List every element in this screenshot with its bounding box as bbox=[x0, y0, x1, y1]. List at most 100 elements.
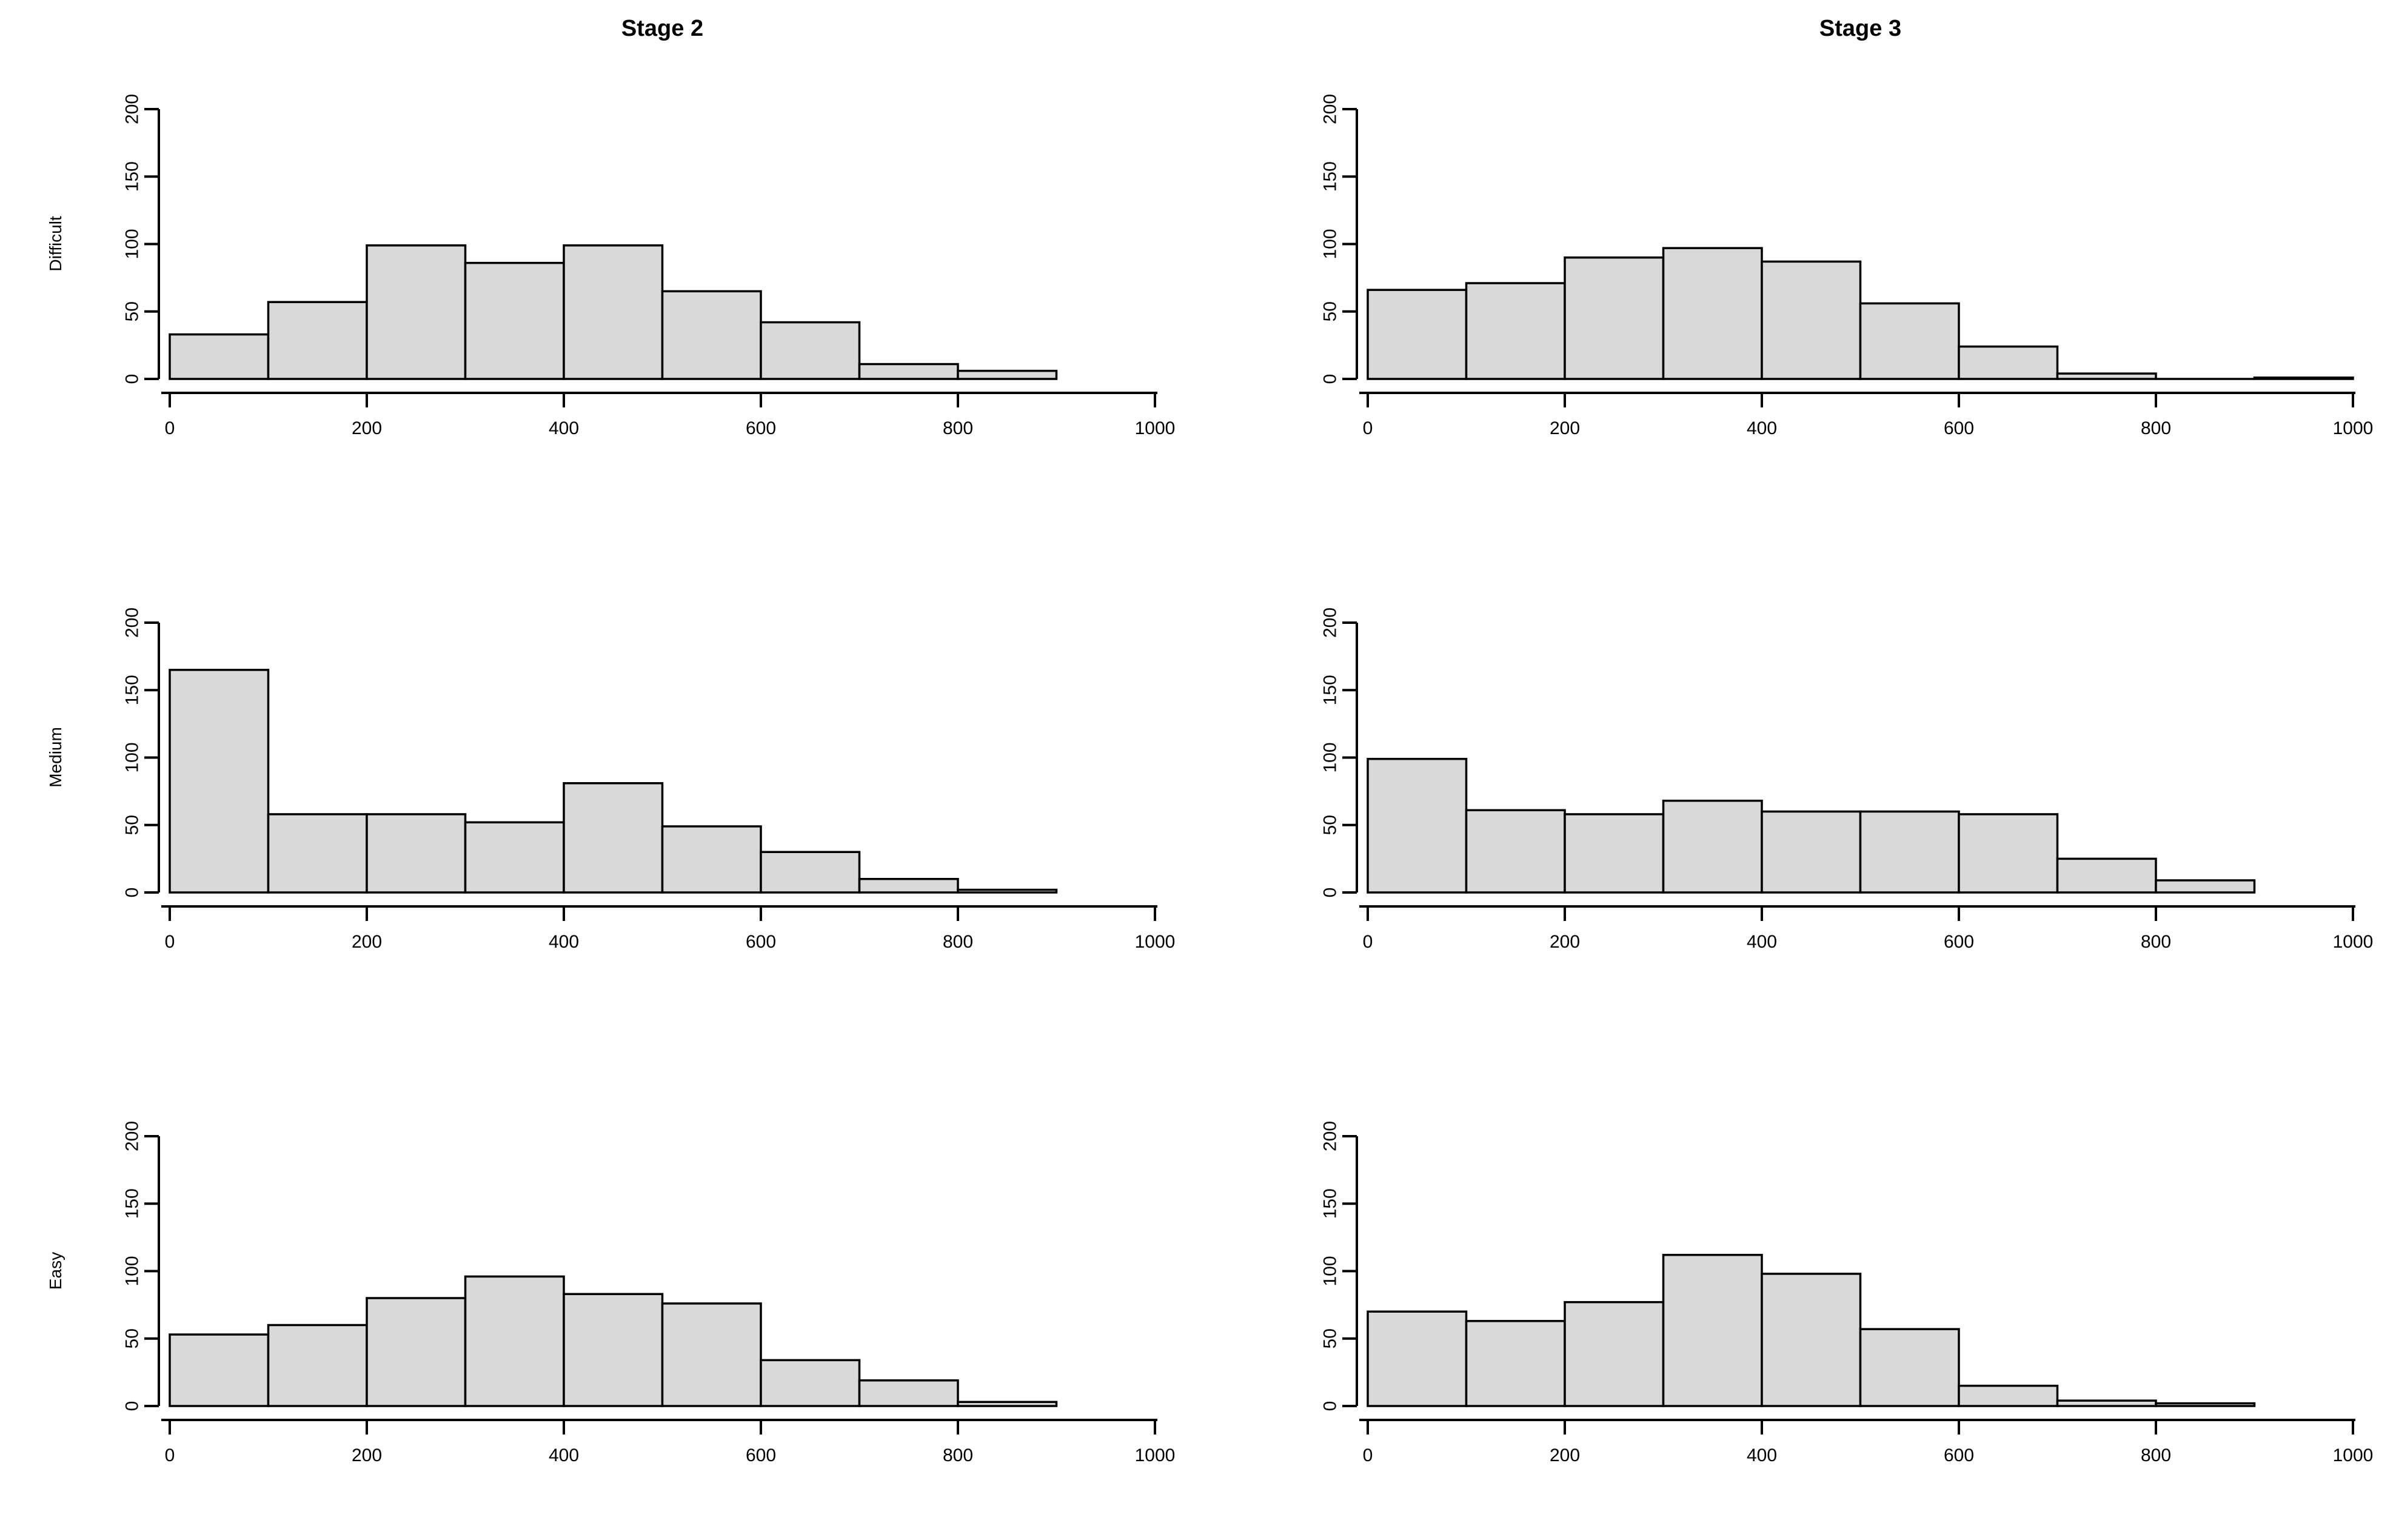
y-tick-label: 150 bbox=[122, 1188, 142, 1219]
histogram-bar bbox=[760, 851, 861, 894]
x-tick-label: 0 bbox=[165, 1445, 175, 1465]
y-tick-label: 200 bbox=[122, 608, 142, 638]
histogram-bar bbox=[1761, 810, 1862, 894]
y-tick-label: 150 bbox=[1320, 675, 1340, 705]
x-tick-label: 400 bbox=[1747, 1445, 1777, 1465]
histogram-bar bbox=[169, 1333, 270, 1407]
histogram-bar bbox=[1859, 302, 1960, 380]
histogram-bar bbox=[661, 290, 762, 380]
histogram-bar bbox=[1958, 1384, 2059, 1407]
y-tick-label: 100 bbox=[1320, 742, 1340, 772]
y-tick-label: 200 bbox=[122, 94, 142, 124]
histogram-bar bbox=[2056, 372, 2157, 380]
histogram-bar bbox=[1367, 289, 1468, 380]
x-tick-label: 600 bbox=[746, 932, 776, 952]
x-tick-label: 400 bbox=[1747, 932, 1777, 952]
histogram-bar bbox=[2056, 1399, 2157, 1407]
y-tick-label: 50 bbox=[122, 1328, 142, 1348]
x-tick-label: 600 bbox=[1944, 1445, 1974, 1465]
y-tick-label: 100 bbox=[122, 742, 142, 772]
subplot-stage2-difficult: Stage 2 Difficult 0 50 100 150 200 0 200 400 600… bbox=[0, 0, 1198, 513]
y-tick-label: 50 bbox=[1320, 815, 1340, 835]
y-tick-label: 200 bbox=[122, 1121, 142, 1151]
x-tick-label: 800 bbox=[943, 418, 973, 438]
y-tick-label: 0 bbox=[122, 1401, 142, 1411]
histogram-bar bbox=[1662, 799, 1763, 894]
x-tick-label: 200 bbox=[352, 1445, 382, 1465]
histogram-bar bbox=[2155, 879, 2256, 894]
histogram-bar bbox=[1367, 1310, 1468, 1407]
x-tick-label: 0 bbox=[1363, 418, 1373, 438]
chart-title: Stage 3 bbox=[1819, 16, 1902, 41]
histogram-bar bbox=[957, 1401, 1058, 1407]
histogram-svg: 0 50 100 150 200 0 200 400 600 800 1000 bbox=[122, 94, 1176, 438]
x-tick-label: 1000 bbox=[1135, 418, 1176, 438]
histogram-bar bbox=[1662, 1254, 1763, 1407]
y-tick-label: 100 bbox=[1320, 229, 1340, 259]
histogram-bar bbox=[563, 1293, 664, 1407]
y-tick-label: 50 bbox=[122, 301, 142, 321]
row-label-difficult: Difficult bbox=[46, 216, 65, 272]
x-tick-label: 200 bbox=[1550, 932, 1580, 952]
x-tick-label: 400 bbox=[1747, 418, 1777, 438]
row-label-easy: Easy bbox=[46, 1251, 65, 1290]
histogram-bar bbox=[1958, 813, 2059, 894]
histogram-bar bbox=[563, 782, 664, 894]
x-tick-label: 800 bbox=[943, 1445, 973, 1465]
y-tick-label: 50 bbox=[122, 815, 142, 835]
y-tick-label: 0 bbox=[122, 888, 142, 898]
x-tick-label: 1000 bbox=[1135, 932, 1176, 952]
histogram-bar bbox=[563, 244, 664, 380]
y-tick-label: 150 bbox=[1320, 1188, 1340, 1219]
y-tick-label: 200 bbox=[1320, 94, 1340, 124]
x-tick-label: 600 bbox=[746, 1445, 776, 1465]
histogram-bar bbox=[464, 821, 565, 894]
subplot-stage2-easy: Easy 0 50 100 150 200 0 200 400 600 800 1000 bbox=[0, 1027, 1198, 1540]
histogram-bar bbox=[169, 669, 270, 894]
histogram-svg: 0 50 100 150 200 0 200 400 600 800 1000 bbox=[122, 608, 1176, 952]
y-tick-label: 100 bbox=[1320, 1256, 1340, 1286]
x-tick-label: 400 bbox=[549, 1445, 579, 1465]
histogram-bar bbox=[858, 363, 959, 380]
y-tick-label: 50 bbox=[1320, 1328, 1340, 1348]
y-tick-label: 100 bbox=[122, 1256, 142, 1286]
histogram-svg: 0 50 100 150 200 0 200 400 600 800 1000 bbox=[122, 1121, 1176, 1465]
x-tick-label: 800 bbox=[2141, 1445, 2171, 1465]
histogram-bar bbox=[1958, 345, 2059, 380]
y-tick-label: 150 bbox=[122, 161, 142, 192]
histogram-bar bbox=[1367, 757, 1468, 894]
histogram-bar bbox=[1564, 256, 1665, 380]
histogram-bar bbox=[1859, 1328, 1960, 1407]
row-label-medium: Medium bbox=[46, 727, 65, 788]
x-tick-label: 200 bbox=[352, 418, 382, 438]
x-tick-label: 800 bbox=[2141, 418, 2171, 438]
y-tick-label: 0 bbox=[1320, 888, 1340, 898]
histogram-bar bbox=[1564, 1301, 1665, 1407]
histogram-bar bbox=[267, 813, 368, 894]
histogram-bar bbox=[760, 321, 861, 380]
subplot-stage2-medium: Medium 0 50 100 150 200 0 200 400 600 800 1000 bbox=[0, 514, 1198, 1026]
x-tick-label: 400 bbox=[549, 932, 579, 952]
x-tick-label: 0 bbox=[165, 932, 175, 952]
y-tick-label: 150 bbox=[122, 675, 142, 705]
histogram-bar bbox=[858, 1379, 959, 1407]
y-tick-label: 150 bbox=[1320, 161, 1340, 192]
histogram-bar bbox=[1859, 810, 1960, 894]
histogram-bar bbox=[267, 301, 368, 380]
x-tick-label: 200 bbox=[1550, 418, 1580, 438]
histogram-svg: 0 50 100 150 200 0 200 400 600 800 1000 bbox=[1320, 94, 2374, 438]
histogram-bar bbox=[858, 878, 959, 894]
histogram-bar bbox=[957, 888, 1058, 894]
histogram-bar bbox=[1465, 1320, 1566, 1407]
y-tick-label: 100 bbox=[122, 229, 142, 259]
x-tick-label: 1000 bbox=[2333, 932, 2374, 952]
subplot-stage3-easy: 0 50 100 150 200 0 200 400 600 800 1000 bbox=[1198, 1027, 2396, 1540]
x-tick-label: 800 bbox=[2141, 932, 2171, 952]
chart-title: Stage 2 bbox=[621, 16, 704, 41]
histogram-bar bbox=[1564, 813, 1665, 894]
histogram-bar bbox=[366, 813, 467, 894]
x-tick-label: 600 bbox=[746, 418, 776, 438]
histogram-bar bbox=[1761, 1273, 1862, 1407]
x-tick-label: 600 bbox=[1944, 418, 1974, 438]
